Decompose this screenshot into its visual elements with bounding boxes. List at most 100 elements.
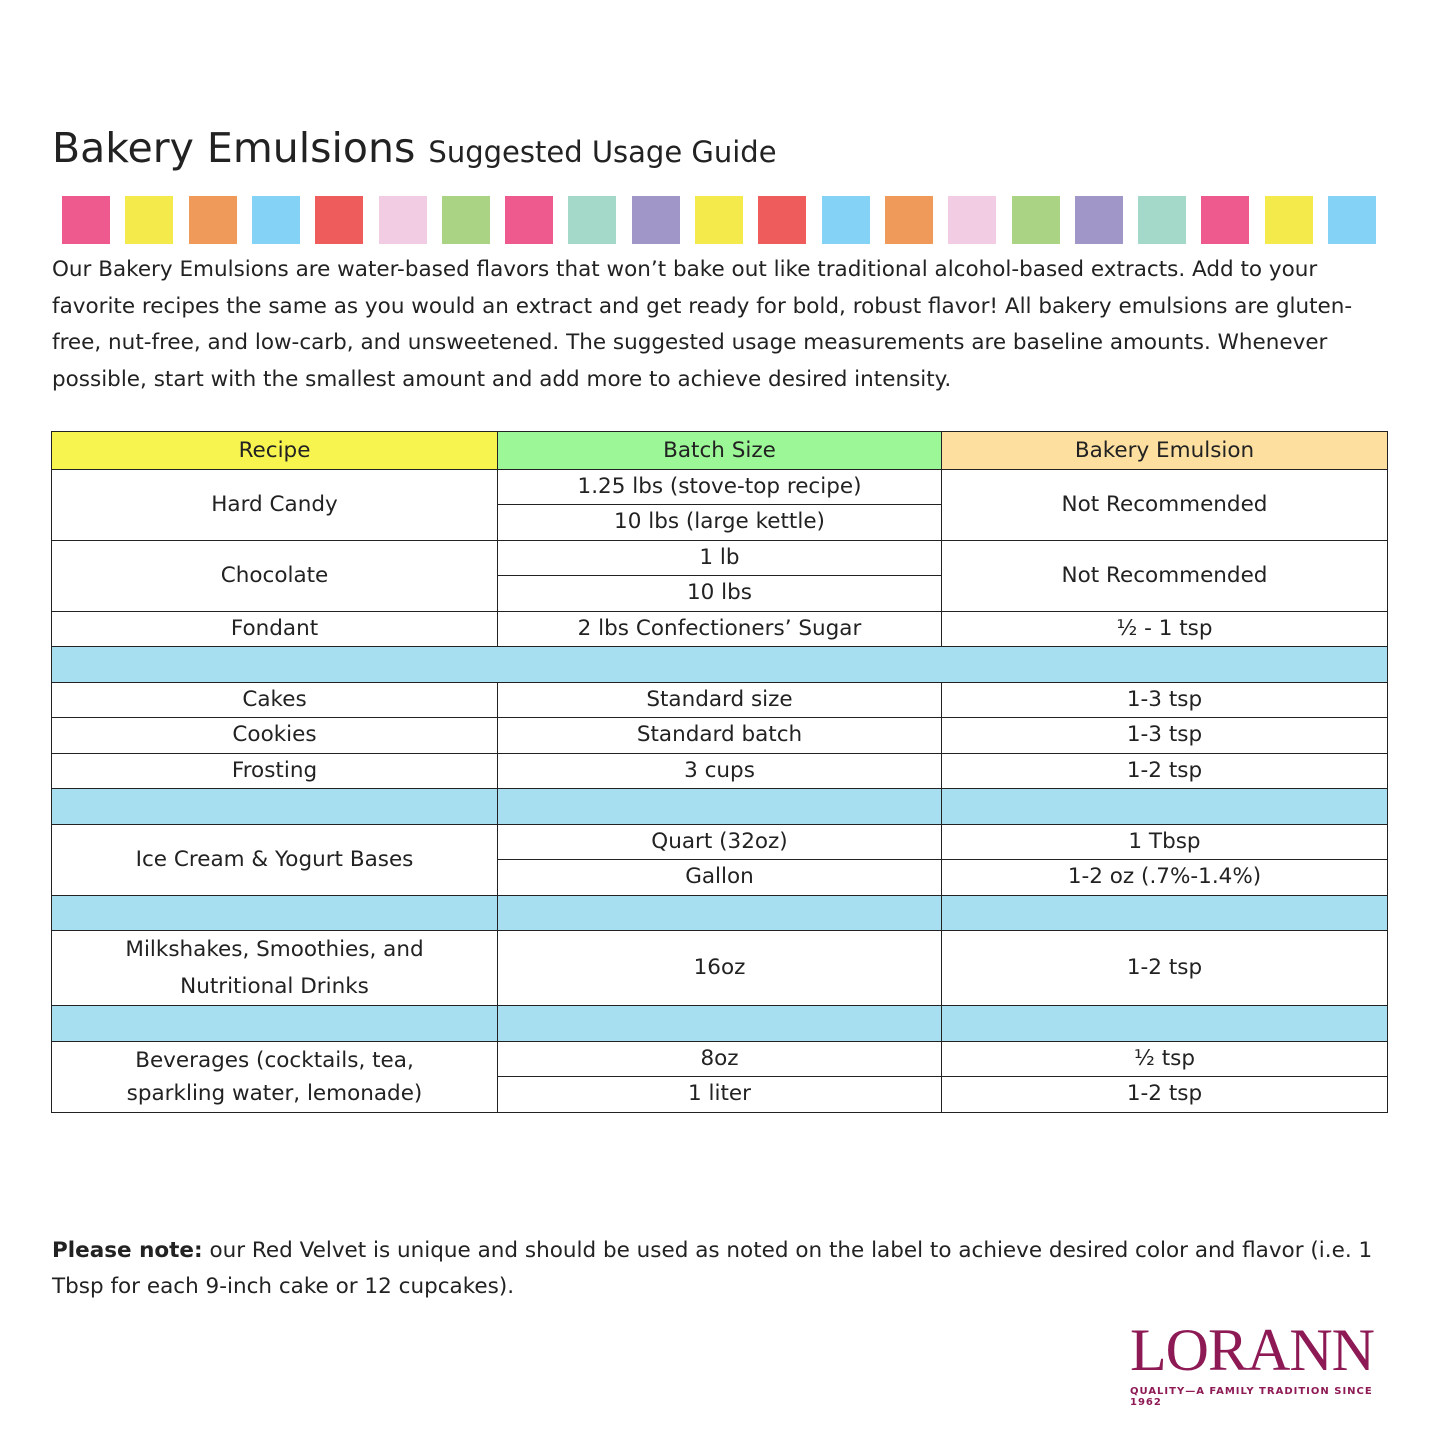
table-row: Cookies Standard batch 1-3 tsp	[51, 717, 1388, 754]
batch-cell: 3 cups	[497, 752, 942, 789]
table-header-row: Recipe Batch Size Bakery Emulsion	[51, 431, 1388, 470]
separator-cell	[497, 1005, 942, 1042]
batch-cell: 16oz	[497, 930, 942, 1006]
header-bakery-emulsion: Bakery Emulsion	[941, 431, 1388, 470]
color-swatch	[188, 196, 237, 244]
emulsion-cell: 1-2 tsp	[941, 752, 1388, 789]
table-row: Gallon 1-2 oz (.7%-1.4%)	[52, 859, 1388, 896]
color-swatch	[378, 196, 427, 244]
emulsion-cell: 1-3 tsp	[941, 717, 1388, 754]
usage-table: Recipe Batch Size Bakery Emulsion Hard C…	[51, 431, 1388, 1113]
color-swatch	[884, 196, 933, 244]
footnote: Please note: our Red Velvet is unique an…	[52, 1233, 1397, 1305]
batch-cell: 1 lb	[497, 539, 942, 576]
color-swatch	[1328, 196, 1376, 244]
table-row: Fondant 2 lbs Confectioners’ Sugar ½ - 1…	[51, 610, 1388, 647]
batch-cell: 2 lbs Confectioners’ Sugar	[497, 610, 942, 647]
page-title: Bakery Emulsions Suggested Usage Guide	[52, 124, 777, 172]
recipe-cell: Cakes	[51, 681, 498, 718]
separator-row	[51, 1005, 1388, 1042]
separator-cell	[51, 788, 498, 825]
color-swatch	[631, 196, 680, 244]
table-row: Frosting 3 cups 1-2 tsp	[51, 752, 1388, 789]
separator-cell	[497, 788, 942, 825]
separator-cell	[51, 646, 1388, 683]
color-swatch	[695, 196, 743, 244]
recipe-line: Milkshakes, Smoothies, and	[125, 937, 424, 962]
batch-cell: Quart (32oz)	[497, 823, 942, 860]
emulsion-cell: 1 Tbsp	[941, 823, 1388, 860]
title-sub: Suggested Usage Guide	[428, 135, 777, 169]
emulsion-cell: 1-3 tsp	[941, 681, 1388, 718]
recipe-cell: Beverages (cocktails, tea, sparkling wate…	[51, 1040, 498, 1113]
table-row: Ice Cream & Yogurt Bases Quart (32oz) 1 …	[51, 823, 1388, 896]
color-swatch	[505, 196, 554, 244]
color-swatch	[251, 196, 300, 244]
recipe-cell: Ice Cream & Yogurt Bases	[51, 823, 498, 896]
batch-cell: 8oz	[497, 1040, 942, 1077]
batch-cell: 1.25 lbs (stove-top recipe)	[497, 468, 942, 505]
recipe-cell: Chocolate	[51, 539, 498, 612]
color-swatch	[315, 196, 364, 244]
emulsion-cell: 1-2 oz (.7%-1.4%)	[941, 859, 1388, 896]
table-row: Hard Candy 1.25 lbs (stove-top recipe) N…	[51, 468, 1388, 541]
recipe-line: Beverages (cocktails, tea,	[135, 1047, 414, 1073]
table-row: 10 lbs (large kettle)	[52, 504, 1388, 541]
separator-row	[51, 646, 1388, 683]
separator-cell	[941, 1005, 1388, 1042]
logo-tagline: QUALITY—A FAMILY TRADITION SINCE 1962	[1130, 1386, 1373, 1408]
recipe-cell: Frosting	[51, 752, 498, 789]
color-swatch	[441, 196, 490, 244]
color-swatch	[125, 196, 174, 244]
recipe-cell: Milkshakes, Smoothies, and Nutritional Dr…	[51, 930, 498, 1006]
emulsion-cell: ½ tsp	[941, 1040, 1388, 1077]
color-swatch	[1011, 196, 1060, 244]
batch-cell: Standard size	[497, 681, 942, 718]
color-swatch	[1074, 196, 1123, 244]
batch-cell: 10 lbs	[497, 575, 942, 612]
separator-row	[51, 788, 1388, 825]
recipe-line: sparkling water, lemonade)	[126, 1080, 423, 1106]
footnote-label: Please note:	[52, 1238, 203, 1263]
recipe-cell: Fondant	[51, 610, 498, 647]
batch-cell: Standard batch	[497, 717, 942, 754]
header-recipe: Recipe	[51, 431, 498, 470]
intro-paragraph: Our Bakery Emulsions are water-based fla…	[52, 257, 1353, 392]
table-row: Chocolate 1 lb Not Recommended	[51, 539, 1388, 612]
separator-cell	[497, 894, 942, 931]
table-row: Milkshakes, Smoothies, and Nutritional Dr…	[51, 930, 1388, 1006]
recipe-cell: Hard Candy	[51, 468, 498, 541]
emulsion-cell: 1-2 tsp	[941, 1076, 1388, 1113]
emulsion-cell: Not Recommended	[941, 468, 1388, 541]
color-swatch	[1138, 196, 1187, 244]
color-swatch	[821, 196, 870, 244]
header-batch-size: Batch Size	[497, 431, 942, 470]
separator-row	[51, 894, 1388, 931]
batch-cell: Gallon	[497, 859, 942, 896]
table-row: Cakes Standard size 1-3 tsp	[51, 681, 1388, 718]
batch-cell: 10 lbs (large kettle)	[497, 504, 942, 541]
table-row: 1 liter 1-2 tsp	[52, 1076, 1388, 1113]
color-swatch	[568, 196, 617, 244]
batch-cell: 1 liter	[497, 1076, 942, 1113]
recipe-line: Nutritional Drinks	[180, 974, 369, 999]
separator-cell	[941, 894, 1388, 931]
separator-cell	[51, 1005, 498, 1042]
lorann-logo: LORANN QUALITY—A FAMILY TRADITION SINCE …	[1130, 1318, 1390, 1408]
color-swatch	[1264, 196, 1313, 244]
table-row: Beverages (cocktails, tea, sparkling wate…	[51, 1040, 1388, 1113]
separator-cell	[51, 894, 498, 931]
logo-wordmark: LORANN	[1130, 1317, 1375, 1383]
color-swatch	[1201, 196, 1250, 244]
color-swatch	[758, 196, 807, 244]
color-swatch	[948, 196, 997, 244]
emulsion-cell: ½ - 1 tsp	[941, 610, 1388, 647]
separator-cell	[941, 788, 1388, 825]
emulsion-cell: Not Recommended	[941, 539, 1388, 612]
emulsion-cell: 1-2 tsp	[941, 930, 1388, 1006]
footnote-text: our Red Velvet is unique and should be u…	[52, 1238, 1373, 1299]
recipe-cell: Cookies	[51, 717, 498, 754]
title-main: Bakery Emulsions	[52, 124, 416, 172]
color-swatch	[62, 196, 110, 244]
